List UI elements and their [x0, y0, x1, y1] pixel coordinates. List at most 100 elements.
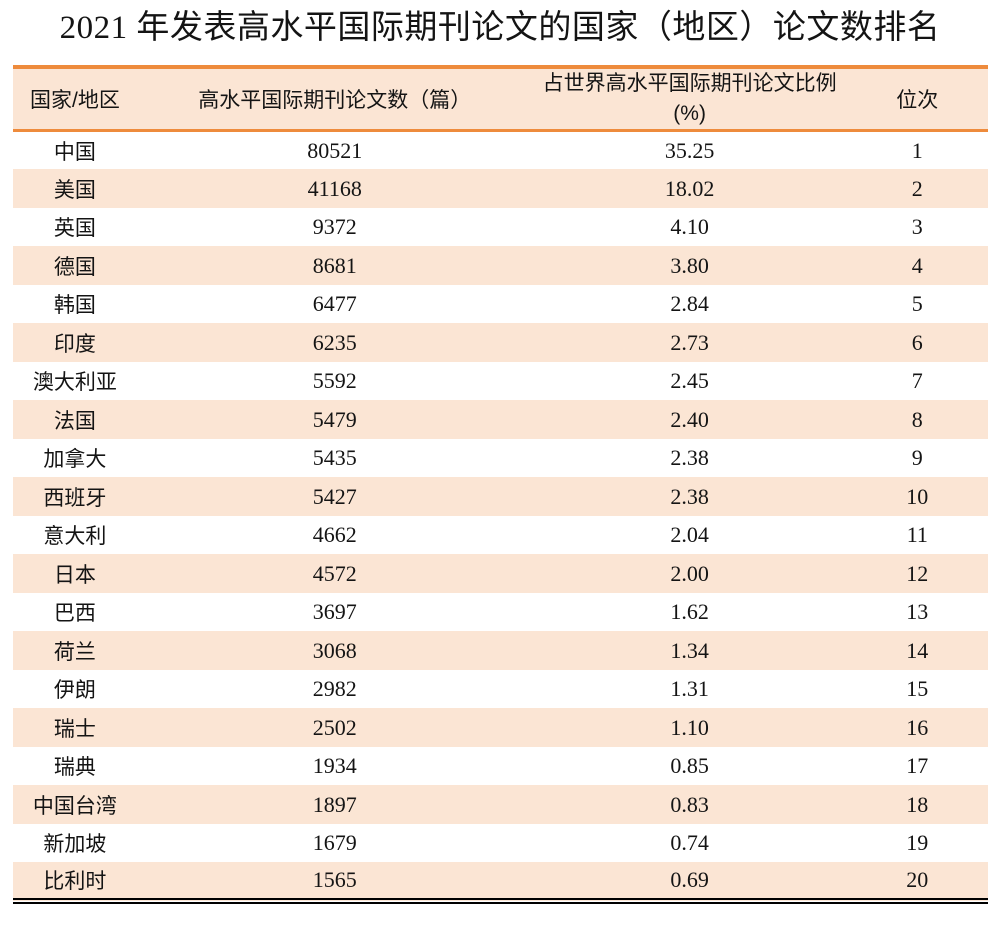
header-papers: 高水平国际期刊论文数（篇）	[198, 88, 472, 112]
papers-count-cell: 4572	[312, 560, 357, 586]
share-percent-cell: 0.85	[670, 753, 709, 779]
papers-count-cell: 1934	[312, 753, 357, 779]
country-cell: 澳大利亚	[32, 371, 117, 395]
country-cell: 瑞典	[53, 756, 96, 780]
papers-count-cell: 8681	[312, 252, 357, 278]
papers-count-cell: 1679	[312, 830, 357, 856]
table-row: 新加坡 1679 0.74 19	[13, 823, 988, 863]
table-row: 德国 8681 3.80 4	[13, 246, 988, 285]
table-row: 巴西 3697 1.62 13	[13, 592, 988, 632]
rank-cell: 14	[906, 637, 929, 663]
papers-count-cell: 41168	[307, 175, 362, 201]
table-row: 韩国 6477 2.84 5	[13, 284, 988, 324]
rank-cell: 20	[906, 867, 929, 893]
papers-count-cell: 5427	[312, 483, 357, 509]
country-cell: 德国	[53, 255, 96, 279]
papers-count-cell: 3697	[312, 599, 357, 625]
papers-count-cell: 6235	[312, 329, 357, 355]
share-percent-cell: 2.84	[670, 291, 709, 317]
rank-cell: 5	[911, 291, 923, 317]
table-row: 荷兰 3068 1.34 14	[13, 631, 988, 670]
table-row: 加拿大 5435 2.38 9	[13, 438, 988, 478]
table-header: 国家/地区 高水平国际期刊论文数（篇） 占世界高水平国际期刊论文比例 (%) 位…	[13, 66, 988, 131]
country-cell: 瑞士	[53, 717, 96, 741]
papers-count-cell: 2502	[312, 714, 357, 740]
rank-cell: 12	[906, 560, 929, 586]
share-percent-cell: 18.02	[664, 175, 715, 201]
table-row: 瑞士 2502 1.10 16	[13, 708, 988, 747]
share-percent-cell: 2.00	[670, 560, 709, 586]
country-cell: 中国	[53, 140, 96, 164]
papers-count-cell: 5592	[312, 368, 357, 394]
table-row: 比利时 1565 0.69 20	[13, 862, 988, 901]
share-percent-cell: 2.38	[670, 483, 709, 509]
country-cell: 意大利	[43, 525, 107, 549]
country-cell: 韩国	[53, 294, 96, 318]
rank-cell: 17	[906, 753, 929, 779]
table-row: 印度 6235 2.73 6	[13, 323, 988, 362]
country-cell: 中国台湾	[32, 794, 117, 818]
share-percent-cell: 2.04	[670, 522, 709, 548]
country-cell: 英国	[53, 217, 96, 241]
papers-count-cell: 2982	[312, 676, 357, 702]
header-country: 国家/地区	[29, 88, 120, 112]
share-percent-cell: 4.10	[670, 214, 709, 240]
rank-cell: 15	[906, 676, 929, 702]
country-cell: 荷兰	[53, 640, 96, 664]
rank-cell: 3	[911, 214, 923, 240]
rank-cell: 18	[906, 791, 929, 817]
table-row: 西班牙 5427 2.38 10	[13, 477, 988, 516]
papers-count-cell: 1565	[312, 867, 357, 893]
papers-count-cell: 80521	[307, 137, 363, 163]
rank-cell: 1	[911, 137, 923, 163]
papers-count-cell: 6477	[312, 291, 357, 317]
country-cell: 加拿大	[43, 448, 107, 472]
table-row: 意大利 4662 2.04 11	[13, 515, 988, 555]
papers-count-cell: 3068	[312, 637, 357, 663]
rank-cell: 2	[911, 175, 923, 201]
country-cell: 印度	[53, 332, 96, 356]
country-cell: 西班牙	[43, 486, 107, 510]
share-percent-cell: 3.80	[670, 252, 709, 278]
rank-cell: 4	[911, 252, 923, 278]
share-percent-cell: 2.40	[670, 406, 709, 432]
table-row: 伊朗 2982 1.31 15	[13, 669, 988, 709]
rank-cell: 7	[911, 368, 923, 394]
header-share-line1: 占世界高水平国际期刊论文比例	[542, 71, 837, 95]
rank-cell: 8	[911, 406, 923, 432]
share-percent-cell: 2.73	[670, 329, 709, 355]
header-share-unit: (%)	[673, 101, 706, 125]
share-percent-cell: 2.38	[670, 445, 709, 471]
rank-cell: 13	[906, 599, 929, 625]
country-cell: 巴西	[53, 602, 96, 626]
country-cell: 日本	[53, 563, 96, 587]
page-title: 2021 年发表高水平国际期刊论文的国家（地区）论文数排名	[59, 10, 941, 46]
rank-cell: 11	[906, 522, 928, 548]
country-cell: 法国	[53, 409, 96, 433]
country-cell: 美国	[53, 178, 96, 202]
table-body: 中国 80521 35.25 1 美国 41168 18.02 2 英国 937…	[13, 130, 988, 901]
country-cell: 新加坡	[43, 833, 107, 857]
table-row: 美国 41168 18.02 2	[13, 169, 988, 208]
rank-cell: 16	[906, 714, 929, 740]
share-percent-cell: 1.31	[670, 676, 709, 702]
share-percent-cell: 1.10	[670, 714, 709, 740]
header-rank: 位次	[896, 88, 939, 112]
share-percent-cell: 0.74	[670, 830, 709, 856]
rank-cell: 10	[906, 483, 929, 509]
share-percent-cell: 1.62	[670, 599, 709, 625]
table-row: 法国 5479 2.40 8	[13, 400, 988, 439]
rank-cell: 19	[906, 830, 929, 856]
share-percent-cell: 1.34	[670, 637, 709, 663]
ranking-table: 国家/地区 高水平国际期刊论文数（篇） 占世界高水平国际期刊论文比例 (%) 位…	[13, 64, 988, 904]
table-row: 英国 9372 4.10 3	[13, 207, 988, 247]
header-share: 占世界高水平国际期刊论文比例 (%)	[533, 67, 847, 131]
table-row: 日本 4572 2.00 12	[13, 554, 988, 593]
share-percent-cell: 2.45	[670, 368, 709, 394]
share-percent-cell: 35.25	[664, 137, 715, 163]
header-row: 国家/地区 高水平国际期刊论文数（篇） 占世界高水平国际期刊论文比例 (%) 位…	[13, 66, 988, 131]
papers-count-cell: 4662	[312, 522, 357, 548]
papers-count-cell: 5479	[312, 406, 357, 432]
rank-cell: 6	[911, 329, 923, 355]
share-percent-cell: 0.83	[670, 791, 709, 817]
